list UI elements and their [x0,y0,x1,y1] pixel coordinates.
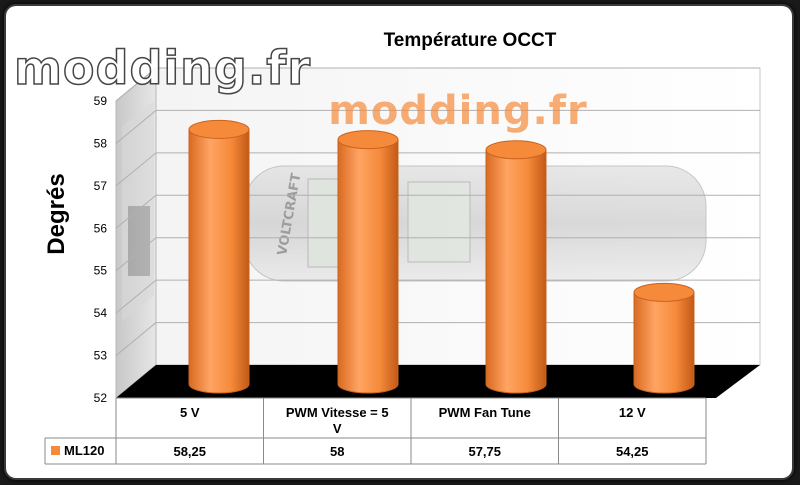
bar [633,282,695,394]
gridline-side [115,67,157,102]
data-label: 57,75 [468,444,501,459]
data-label: 54,25 [616,444,649,459]
bar-body [485,149,547,394]
gridline-side [115,194,157,229]
data-label: 58,25 [173,444,206,459]
center-logo-watermark: modding.fr [328,88,588,134]
y-tick-label: 54 [94,306,108,320]
chart-floor [116,365,760,398]
corner-logo-watermark: modding.fr [14,41,311,95]
bar [485,140,547,394]
chart: VOLTCRAFT 52 53 54 55 56 57 58 59 modding.fr mo… [13,30,761,465]
y-tick-label: 56 [94,221,108,235]
y-tick-label: 59 [94,94,108,108]
bar-body [337,139,399,394]
gridline-side [115,279,157,314]
y-tick-label: 53 [94,349,108,363]
x-tick-label: PWM Fan Tune [439,405,531,420]
bar-top [485,140,547,160]
bar-top [337,130,399,150]
legend-swatch [51,446,60,455]
chart-title: Température OCCT [384,30,557,51]
y-tick-label: 55 [94,264,108,278]
bar-top [188,119,250,139]
gridline-side [115,237,157,272]
y-tick-label: 57 [94,179,108,193]
box-photo-watermark [122,101,154,321]
bar-top [633,282,695,302]
chart-frame: VOLTCRAFT 52 53 54 55 56 57 58 59 modding.fr mo… [6,6,792,478]
data-table: 5 V PWM Vitesse = 5 V PWM Fan Tune 12 V ML120… [44,397,707,465]
y-axis-ticks: 52 53 54 55 56 57 58 59 [94,94,108,405]
bar-body [633,291,695,394]
y-axis-label: Degrés [43,173,70,254]
x-tick-label: 12 V [619,405,646,420]
bars [188,119,695,394]
gridline-side [115,152,157,187]
gridline-side [115,110,157,144]
y-tick-label: 58 [94,136,108,150]
bar [337,130,399,394]
data-label: 58 [330,444,344,459]
device-photo-watermark: VOLTCRAFT [243,165,707,282]
y-tick-label: 52 [94,391,108,405]
gridline-side [115,322,157,356]
bar-body [188,128,250,394]
bar [188,119,250,394]
x-tick-label: 5 V [180,405,200,420]
legend-label: ML120 [64,443,104,458]
